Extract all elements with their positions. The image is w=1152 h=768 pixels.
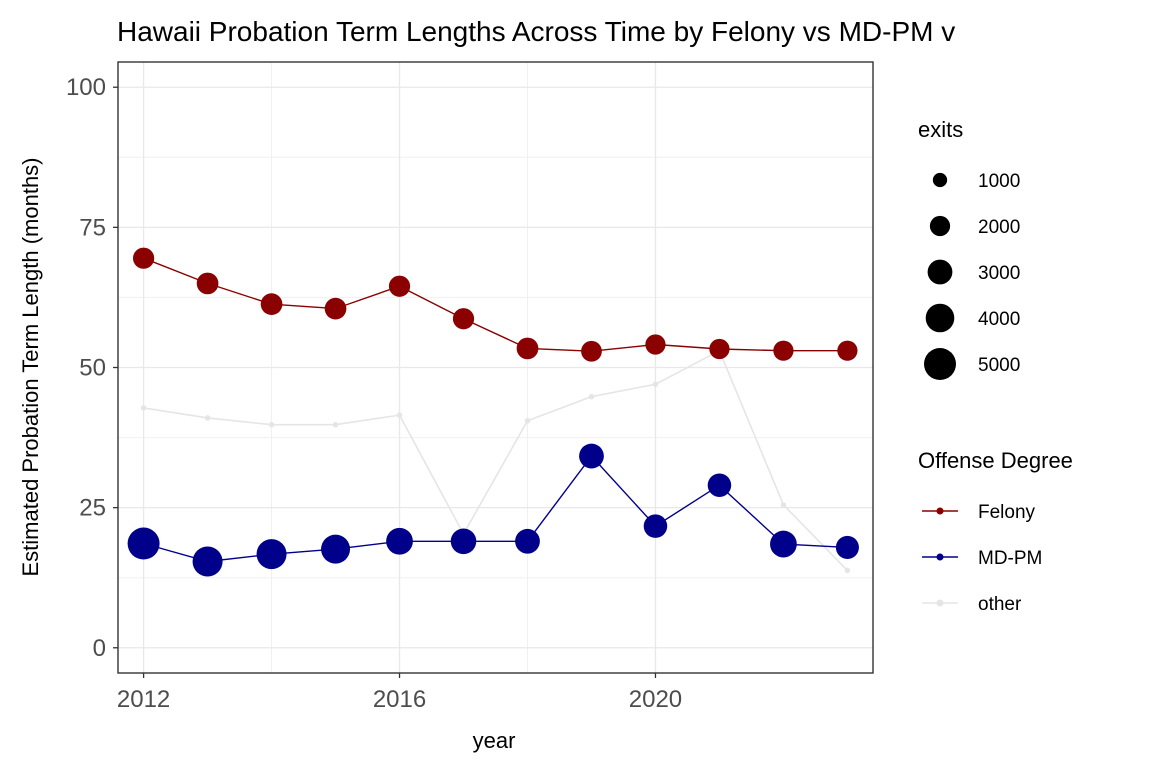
data-point-md-pm (770, 530, 797, 558)
chart-title: Hawaii Probation Term Lengths Across Tim… (117, 16, 955, 47)
size-legend-key (932, 172, 948, 188)
data-point-md-pm (515, 528, 540, 554)
data-point-felony (837, 340, 858, 361)
data-point-other (268, 421, 275, 428)
data-point-other (140, 405, 147, 411)
data-point-other (844, 567, 851, 574)
data-point-md-pm (321, 534, 351, 564)
x-tick-label: 2016 (373, 686, 426, 713)
color-legend-key-point (936, 507, 944, 515)
size-legend-key (927, 259, 953, 285)
size-legend-label: 4000 (978, 309, 1020, 330)
y-axis-label: Estimated Probation Term Length (months) (18, 157, 43, 576)
y-tick-label: 25 (79, 495, 106, 522)
data-point-felony (196, 272, 219, 295)
data-point-felony (773, 340, 794, 361)
size-legend-key (924, 348, 956, 380)
plot-area: 2012 2016 2020 0 25 50 75 100 (66, 61, 874, 713)
size-legend-label: 5000 (978, 355, 1020, 376)
data-point-other (780, 502, 787, 508)
size-legend-key (929, 215, 951, 237)
color-legend-label: other (978, 594, 1022, 615)
color-legend-label: MD-PM (978, 548, 1042, 569)
data-point-md-pm (127, 527, 160, 560)
data-point-felony (516, 337, 539, 360)
plot-border (117, 61, 874, 674)
size-legend-title: exits (918, 117, 963, 142)
data-point-felony (581, 340, 602, 362)
data-point-other (588, 393, 595, 400)
data-point-other (524, 417, 531, 424)
legend: exits Offense Degree 1000 2000 3000 4000 500… (918, 117, 1073, 615)
size-legend-label: 1000 (978, 171, 1020, 192)
series-line-other (143, 349, 848, 571)
size-legend-label: 2000 (978, 217, 1020, 238)
data-point-felony (324, 297, 347, 320)
data-point-felony (709, 338, 730, 360)
x-tick-label: 2020 (629, 686, 682, 713)
data-point-other (396, 412, 403, 418)
y-tick-label: 100 (66, 74, 106, 101)
data-point-other (652, 381, 659, 388)
data-point-felony (132, 247, 155, 269)
data-point-felony (645, 334, 666, 355)
y-tick-label: 0 (93, 635, 106, 662)
y-tick-label: 50 (79, 355, 106, 382)
data-point-felony (452, 308, 475, 330)
data-point-md-pm (835, 535, 859, 559)
data-point-md-pm (256, 539, 287, 570)
color-legend-key-point (936, 599, 944, 607)
data-point-other (332, 421, 339, 428)
data-point-felony (388, 275, 411, 297)
data-point-md-pm (192, 546, 223, 577)
x-axis-label: year (473, 728, 516, 753)
color-legend-title: Offense Degree (918, 448, 1073, 473)
data-point-md-pm (386, 527, 413, 555)
data-point-md-pm (579, 443, 604, 469)
x-tick-label: 2012 (117, 686, 170, 713)
series-line-felony (143, 257, 848, 352)
data-point-md-pm (707, 473, 732, 497)
data-point-other (204, 415, 211, 421)
size-legend-label: 3000 (978, 263, 1020, 284)
color-legend-key-point (936, 553, 944, 561)
data-point-md-pm (450, 528, 477, 555)
color-legend-label: Felony (978, 502, 1036, 523)
data-point-md-pm (643, 514, 668, 538)
size-legend-key (925, 303, 955, 333)
y-tick-label: 75 (79, 214, 106, 241)
data-point-felony (260, 293, 283, 316)
